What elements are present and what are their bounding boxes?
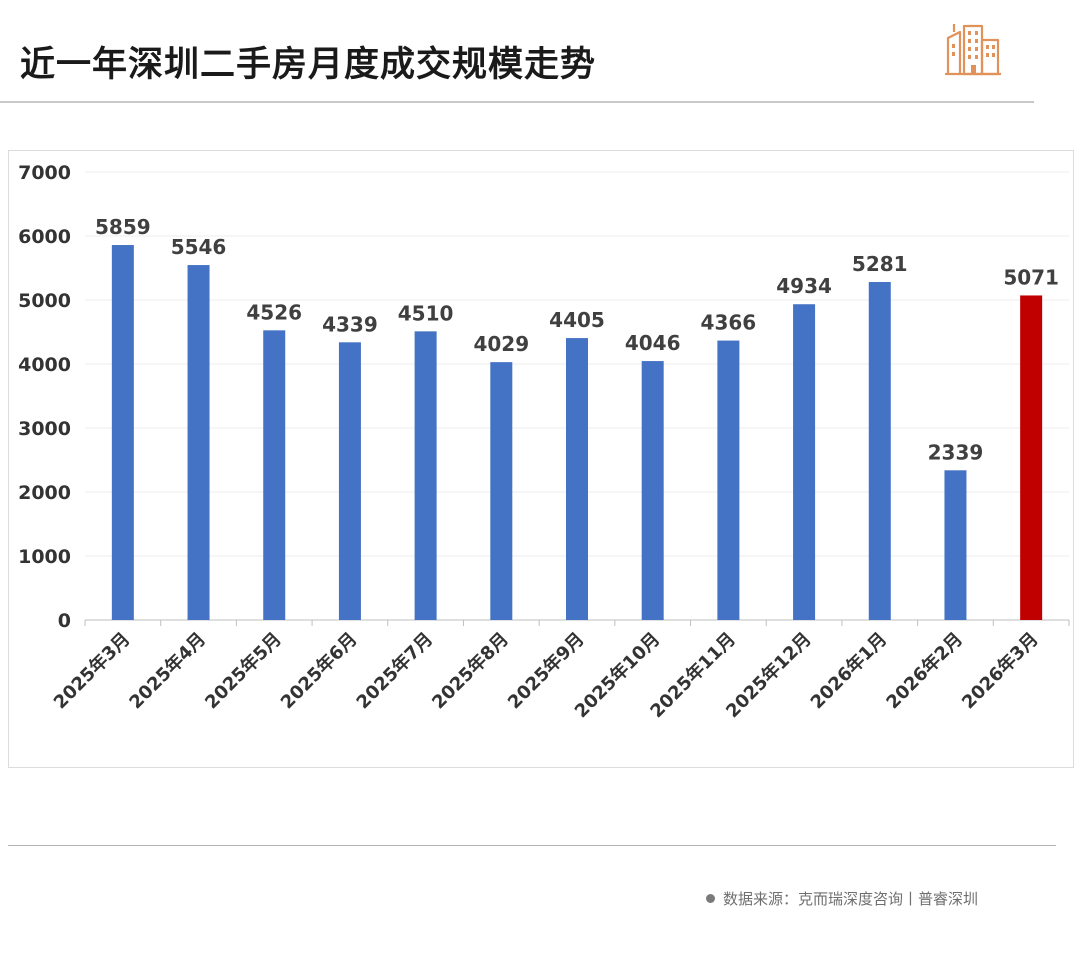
data-label: 4405 [549,308,605,332]
x-tick-label: 2025年3月 [49,628,134,713]
page-title: 近一年深圳二手房月度成交规模走势 [20,45,597,85]
x-tick-label: 2025年7月 [352,628,437,713]
data-label: 4339 [322,312,378,336]
bar [338,342,361,620]
data-label: 4029 [473,332,529,356]
y-tick-label: 2000 [18,482,71,504]
y-tick-label: 7000 [18,162,71,184]
bar [717,340,740,620]
bar [641,361,664,620]
data-label: 4510 [398,301,454,325]
data-label: 5071 [1003,265,1059,289]
x-tick-label: 2025年5月 [200,628,285,713]
bar-chart: 0 1000 2000 3000 4000 5000 6000 7000 5859 2025年3月… [18,162,1070,722]
bar [111,245,134,621]
y-tick-label: 3000 [18,418,71,440]
bar [263,330,286,620]
y-tick-label: 5000 [18,290,71,312]
data-label: 5546 [171,235,227,259]
y-tick-label: 1000 [18,546,71,568]
bar [490,362,513,620]
buildings-icon [945,24,1001,76]
header: 近一年深圳二手房月度成交规模走势 [0,0,1080,104]
data-label: 4046 [625,331,681,355]
bar [414,331,437,620]
bar [793,304,816,620]
x-tick-label: 2025年9月 [503,628,588,713]
chart-panel: 0 1000 2000 3000 4000 5000 6000 7000 5859 2025年3月… [8,150,1074,768]
bar [1020,295,1043,620]
y-tick-label: 0 [58,610,71,632]
bar [944,470,967,620]
data-label: 4934 [776,274,832,298]
data-label: 5859 [95,215,151,239]
footer-divider [8,845,1056,846]
source-text: 数据来源：克而瑞深度咨询丨普睿深圳 [723,890,979,908]
bullet-icon [706,894,715,903]
data-label: 5281 [852,252,908,276]
data-label: 4366 [701,311,757,335]
source-note: 数据来源：克而瑞深度咨询丨普睿深圳 [706,888,978,909]
x-tick-label: 2025年4月 [125,628,210,713]
x-tick-label: 2026年3月 [957,628,1042,713]
y-tick-label: 4000 [18,354,71,376]
x-tick-label: 2026年2月 [882,628,967,713]
header-divider [0,101,1034,103]
bar [566,338,588,620]
bar [187,265,210,620]
x-tick-label: 2025年8月 [428,628,513,713]
data-label: 2339 [928,440,984,464]
x-tick-label: 2026年1月 [806,628,891,713]
x-tick-label: 2025年6月 [276,628,361,713]
bar [868,282,891,620]
data-label: 4526 [246,300,302,324]
y-tick-label: 6000 [18,226,71,248]
